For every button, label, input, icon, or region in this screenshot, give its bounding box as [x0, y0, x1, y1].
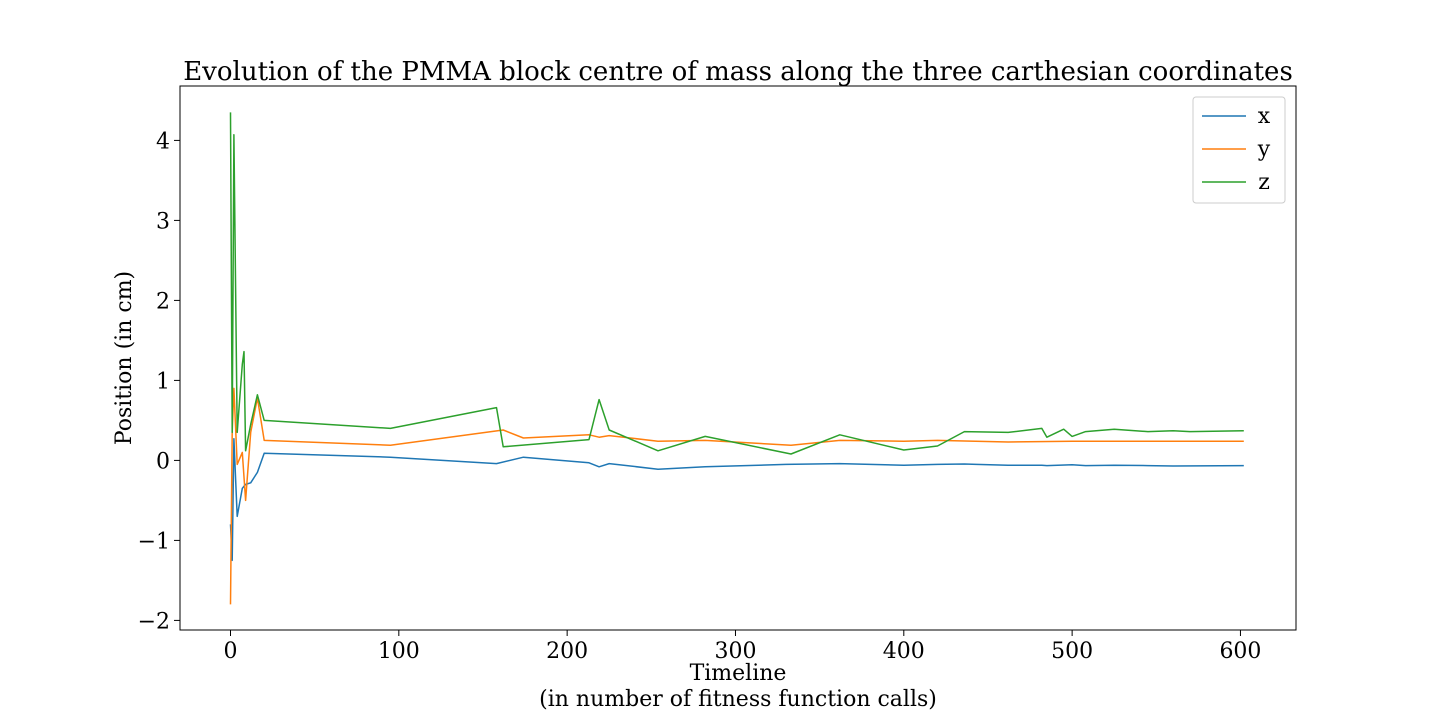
plot-area	[179, 85, 1297, 631]
legend-label-y: y	[1257, 137, 1271, 162]
x-tick-label: 600	[1219, 639, 1261, 664]
y-tick-label: −2	[138, 609, 170, 634]
x-tick-label: 0	[223, 639, 237, 664]
series-line-x	[229, 438, 1244, 562]
y-axis-label: Position (in cm)	[112, 271, 137, 445]
legend-label-x: x	[1258, 104, 1271, 129]
legend: xyz	[1192, 96, 1286, 204]
x-tick-label: 200	[546, 639, 588, 664]
y-tick-label: 3	[156, 209, 170, 234]
x-tick-label: 500	[1051, 639, 1093, 664]
chart-title: Evolution of the PMMA block centre of ma…	[183, 57, 1293, 87]
series-line-y	[229, 387, 1244, 605]
x-axis-label-line1: Timeline	[690, 661, 787, 686]
y-tick-label: 0	[156, 449, 170, 474]
x-tick-label: 400	[883, 639, 925, 664]
y-tick-label: 1	[156, 369, 170, 394]
x-tick-label: 300	[714, 639, 756, 664]
x-axis: 0 100 200 300 400 500 600	[223, 630, 1261, 664]
legend-label-z: z	[1258, 170, 1270, 195]
legend-box	[1192, 96, 1286, 204]
y-tick-label: 4	[156, 129, 170, 154]
y-tick-label: 2	[156, 289, 170, 314]
y-tick-label: −1	[138, 529, 170, 554]
series-layer	[229, 112, 1244, 605]
x-axis-label-line2: (in number of fitness function calls)	[539, 687, 937, 712]
x-tick-label: 100	[378, 639, 420, 664]
y-axis: −2 −1 0 1 2 3 4	[138, 129, 180, 634]
series-line-z	[229, 112, 1244, 455]
